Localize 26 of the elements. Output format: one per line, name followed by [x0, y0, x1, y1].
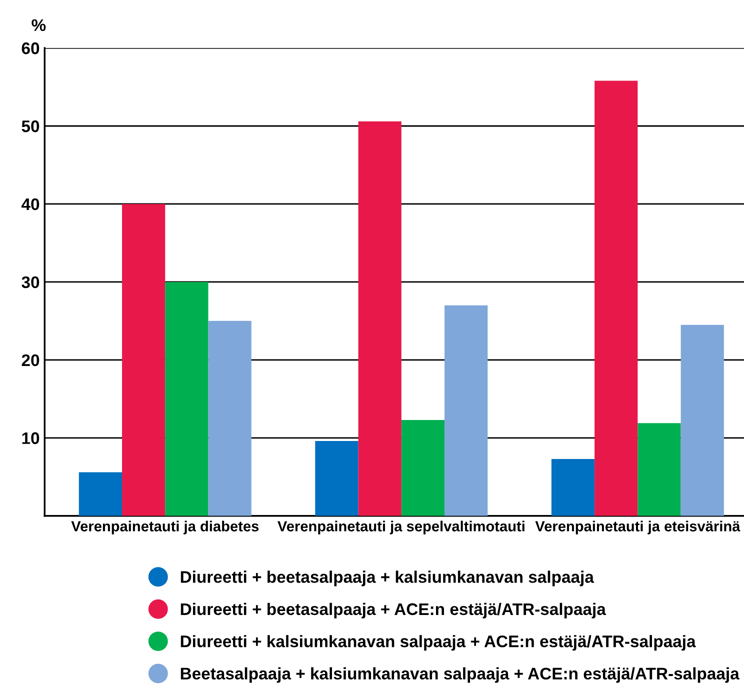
bar	[594, 80, 638, 516]
y-tick-label: 10	[22, 432, 40, 444]
x-tick-label: Verenpainetauti ja sepelvaltimotauti	[278, 520, 524, 534]
x-tick-label: Verenpainetauti ja diabetes	[71, 520, 259, 534]
y-tick-label: 30	[22, 276, 40, 288]
x-tick-label: Verenpainetauti ja eteisvärinä	[535, 520, 740, 534]
bar	[444, 305, 488, 516]
y-tick-label: 50	[22, 120, 40, 132]
bar	[401, 420, 445, 516]
legend-label: Diureetti + beetasalpaaja + kalsiumkanavan salpaaja	[180, 570, 594, 586]
bar	[165, 282, 208, 516]
bar	[122, 204, 166, 516]
bar	[358, 121, 402, 516]
bar	[551, 458, 595, 516]
legend-label: Diureetti + beetasalpaaja + ACE:n estäjä/ATR-salpaaja	[180, 602, 606, 618]
y-tick-label: 60	[22, 42, 40, 54]
y-tick-label: 20	[22, 354, 40, 366]
bar	[78, 472, 122, 516]
bar	[315, 441, 358, 516]
bar	[638, 423, 681, 516]
legend-label: Beetasalpaaja + kalsiumkanavan salpaaja + ACE:n estäjä/ATR-salpaaja	[180, 667, 740, 683]
legend-label: Diureetti + kalsiumkanavan salpaaja + ACE:n estäjä/ATR-salpaaja	[180, 635, 696, 651]
y-tick-label: 40	[21, 198, 40, 210]
y-axis-title: %	[32, 19, 46, 31]
bar	[680, 324, 724, 516]
bar	[208, 320, 252, 516]
